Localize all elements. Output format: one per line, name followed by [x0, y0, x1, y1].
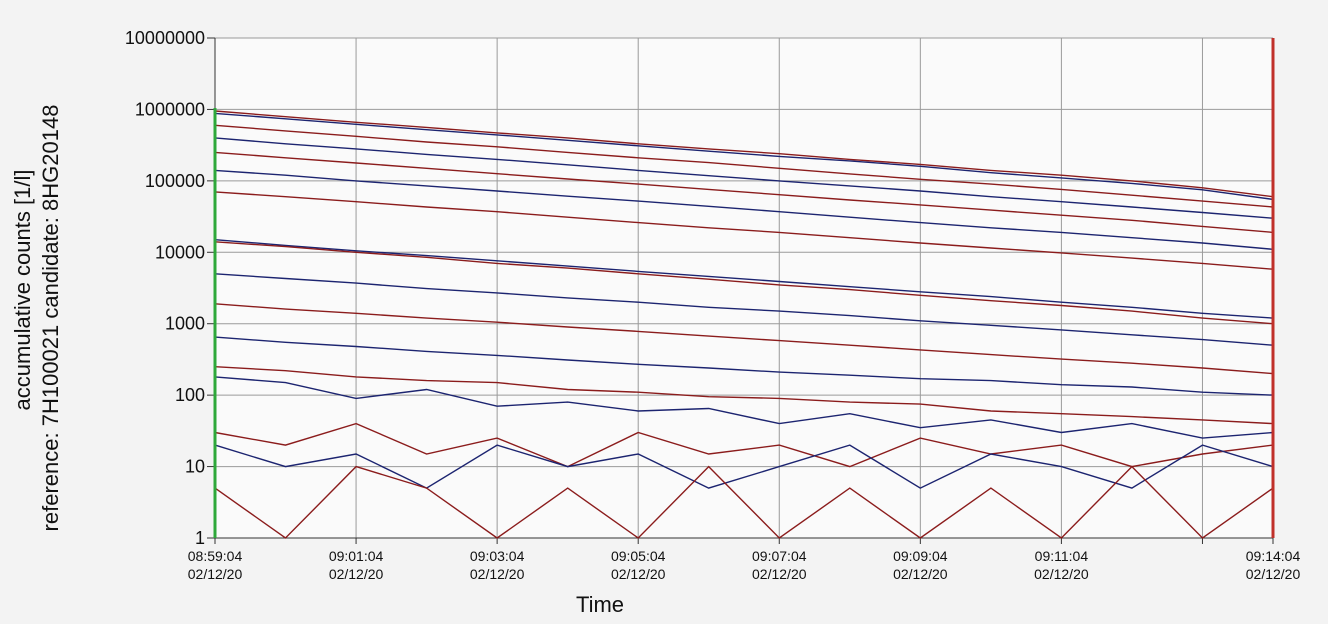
y-tick-label: 1000	[165, 314, 205, 334]
y-tick-label: 1000000	[135, 99, 205, 119]
series-line	[214, 303, 1274, 375]
series-line	[214, 151, 1274, 234]
x-axis-title: Time	[576, 592, 624, 617]
series-line	[214, 112, 1274, 201]
y-axis-subtitle: reference: 7H100021 candidate: 8HG20148	[38, 105, 63, 532]
series-line	[214, 124, 1274, 208]
y-tick-label: 100000	[145, 171, 205, 191]
series-line	[214, 444, 1274, 489]
x-tick-label: 09:11:04	[1035, 548, 1089, 564]
series-line	[214, 376, 1274, 439]
y-tick-label: 10000000	[125, 28, 205, 48]
series-line	[214, 110, 1274, 198]
x-tick-label: 09:03:04	[470, 548, 525, 564]
x-tick-date: 02/12/20	[1246, 566, 1301, 582]
x-tick-label: 09:14:04	[1246, 548, 1301, 564]
x-tick-label: 09:01:04	[329, 548, 384, 564]
series-line	[214, 422, 1274, 468]
series-line	[214, 191, 1274, 270]
x-tick-date: 02/12/20	[611, 566, 666, 582]
series-line	[214, 239, 1274, 319]
x-tick-date: 02/12/20	[893, 566, 948, 582]
y-axis-title: accumulative counts [1/l]	[10, 170, 35, 411]
series-line	[214, 273, 1274, 346]
y-tick-label: 1	[195, 528, 205, 548]
series-line	[214, 336, 1274, 396]
y-tick-label: 10000	[155, 242, 205, 262]
x-tick-date: 02/12/20	[329, 566, 384, 582]
x-tick-label: 09:09:04	[893, 548, 948, 564]
x-tick-date: 02/12/20	[188, 566, 243, 582]
y-tick-label: 10	[185, 457, 205, 477]
x-tick-date: 02/12/20	[752, 566, 807, 582]
series-line	[214, 137, 1274, 219]
series-line	[214, 465, 1274, 539]
x-tick-label: 08:59:04	[188, 548, 243, 564]
series-line	[214, 169, 1274, 250]
x-tick-date: 02/12/20	[1034, 566, 1089, 582]
x-tick-date: 02/12/20	[470, 566, 525, 582]
x-tick-label: 09:05:04	[611, 548, 666, 564]
y-tick-label: 100	[175, 385, 205, 405]
plot-area	[215, 38, 1273, 538]
series-line	[214, 241, 1274, 325]
x-tick-label: 09:07:04	[752, 548, 807, 564]
series-line	[214, 366, 1274, 425]
